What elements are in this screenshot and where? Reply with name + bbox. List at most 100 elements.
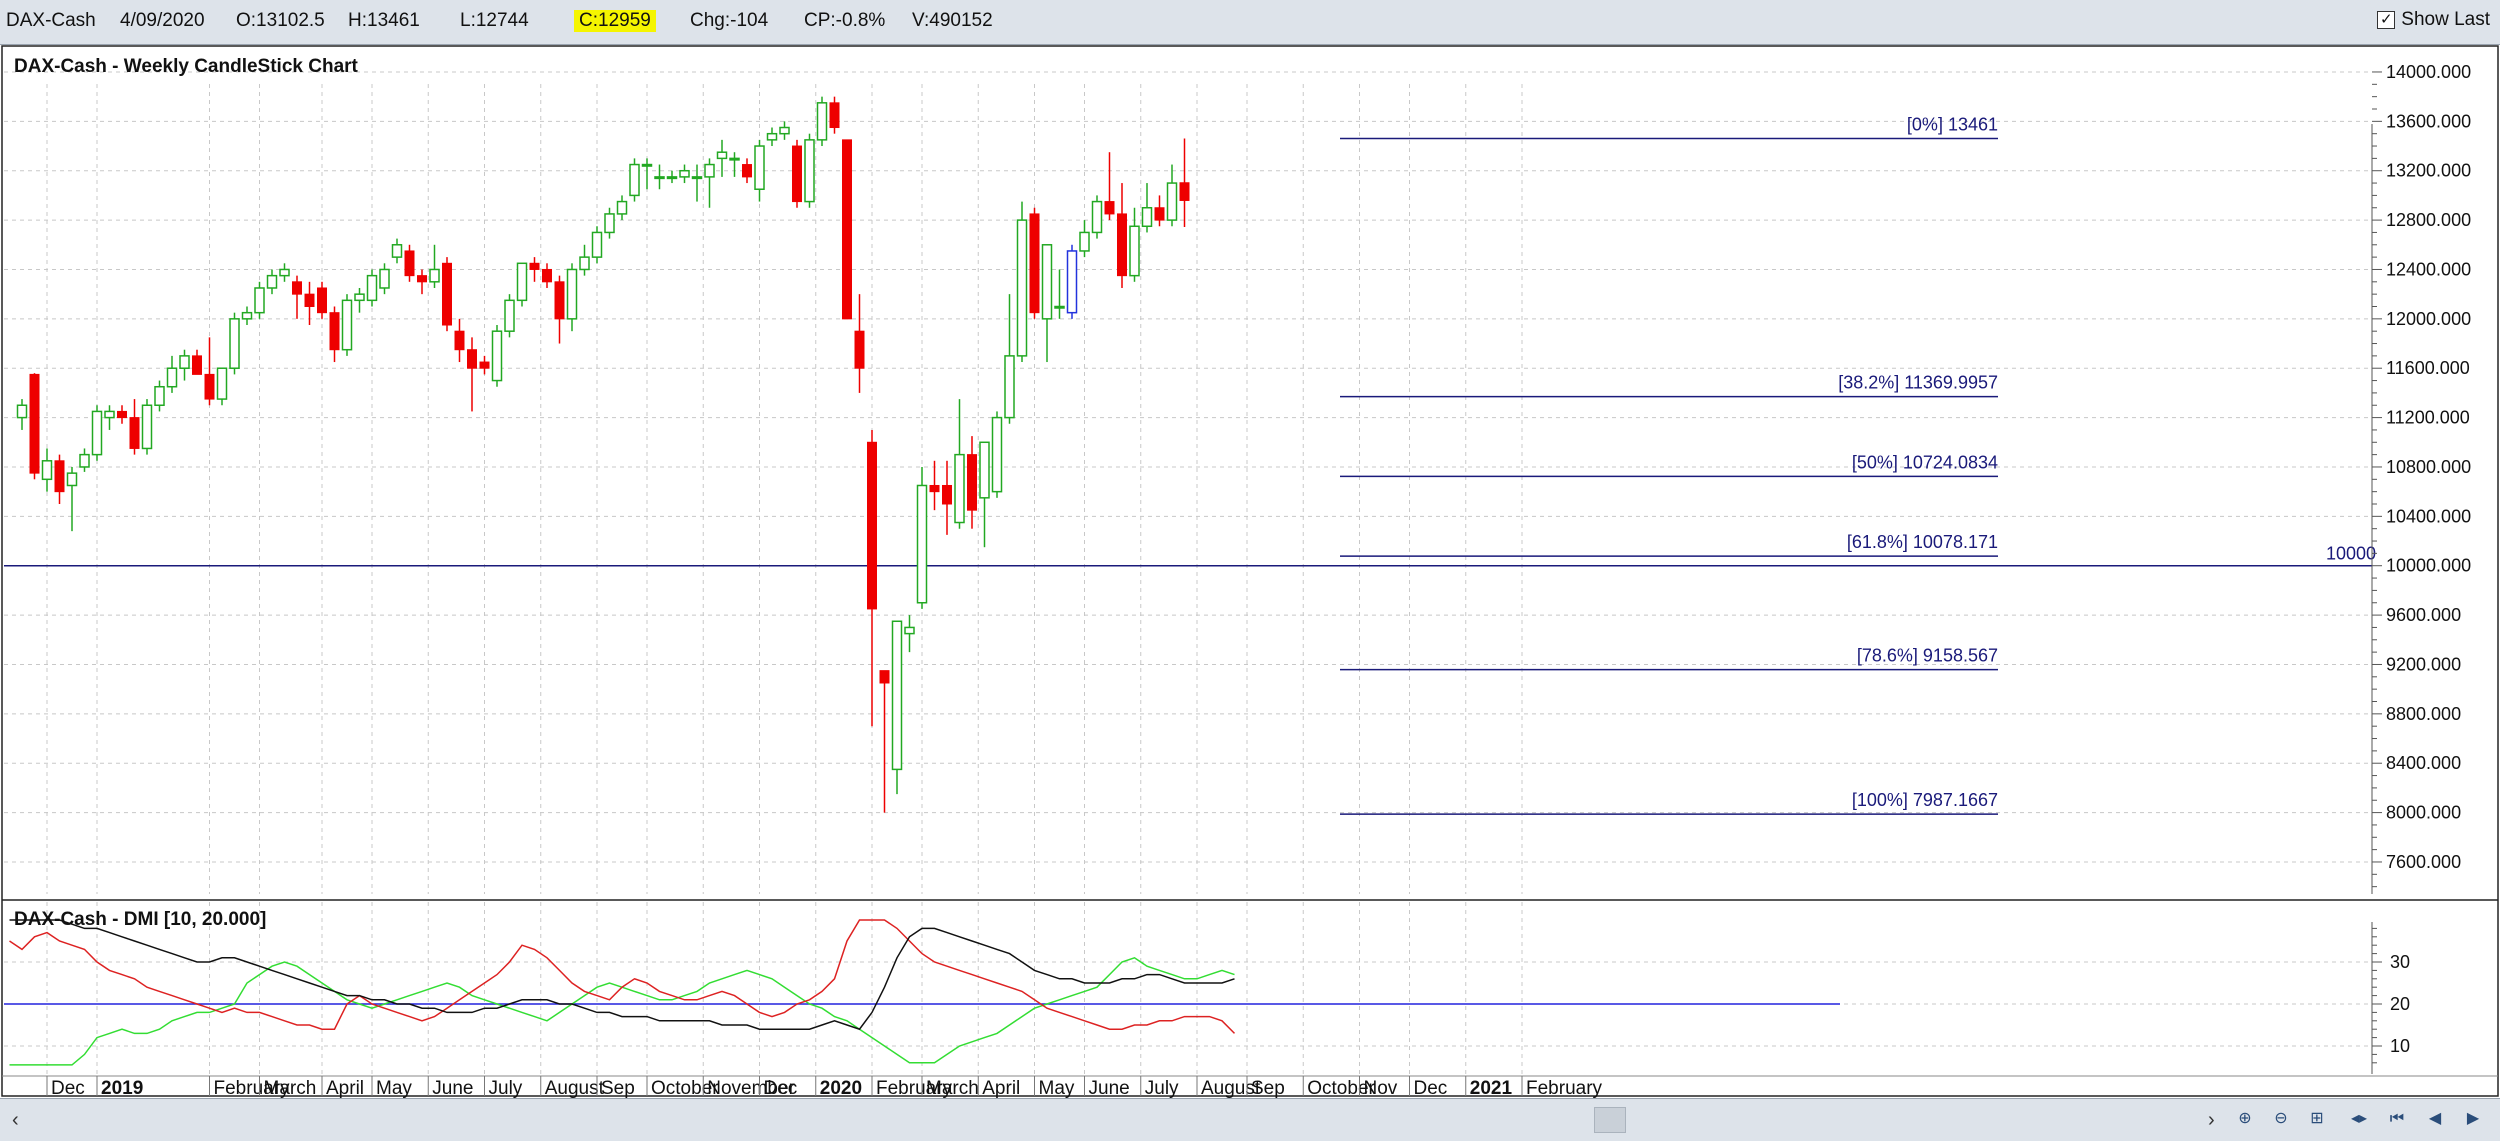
candle-10 [141,399,153,455]
x-tick-label-12: Dec [764,1078,798,1098]
x-tick-label-0: Dec [51,1078,85,1098]
x-tick-label-15: March [926,1078,979,1098]
candle-body [616,200,628,215]
candle-body [591,231,603,258]
price-tick-label-1: 8000.000 [2386,803,2461,823]
price-tick-label-10: 11600.000 [2386,358,2470,378]
x-tick-label-16: April [982,1078,1020,1098]
x-tick-label-18: June [1089,1078,1130,1098]
show-last-toggle[interactable]: ✓ Show Last [2377,9,2490,31]
scroll-left-icon[interactable]: ‹ [12,1109,19,1131]
candle-12 [166,355,178,393]
price-tick-label-7: 10400.000 [2386,506,2471,526]
candle-7 [104,405,115,430]
candle-body [442,262,452,326]
level-10000-label: 10000 [2326,544,2376,564]
expand-icon[interactable]: ◂▸ [2350,1110,2368,1127]
candle-30 [391,238,403,264]
candle-81 [1029,207,1040,319]
zoom-in-icon[interactable]: ⊕ [2238,1110,2252,1127]
candle-55 [704,158,715,208]
candle-body [179,355,190,369]
show-last-label: Show Last [2401,9,2490,30]
x-tick-label-6: June [432,1078,473,1098]
candle-body [629,163,640,197]
candle-91 [1154,195,1165,227]
scroll-right-icon[interactable]: › [2208,1109,2215,1131]
checkbox-icon[interactable]: ✓ [2377,11,2396,29]
candle-48 [616,195,628,221]
candle-26 [341,294,353,356]
chart-border [1,45,2499,1097]
candle-46 [591,226,603,264]
candle-body [404,250,415,277]
candle-body [417,275,427,283]
candle-body [654,176,665,180]
candle-27 [354,287,365,313]
candle-body [304,293,315,307]
price-tick-label-6: 10000.000 [2386,556,2471,576]
candle-body [641,163,653,167]
candle-body [292,281,302,295]
candle-body [1079,231,1090,252]
candle-body [1016,219,1028,357]
fib-label-1: [38.2%] 11369.9957 [1838,373,1998,393]
candle-body [317,287,327,314]
candle-69 [879,670,890,813]
candle-body [842,139,852,320]
open-label: O:13102.5 [236,10,325,31]
candle-body [916,484,928,604]
candle-62 [792,139,802,208]
candle-body [279,268,290,277]
candle-body [766,132,778,141]
candle-body [679,169,690,178]
x-tick-label-21: Sep [1251,1078,1285,1098]
price-tick-label-11: 12000.000 [2386,309,2471,329]
candle-body [216,367,228,400]
zoom-fit-icon[interactable]: ⊞ [2310,1110,2324,1127]
candle-body [716,151,728,160]
candle-body [691,176,703,180]
x-tick-label-23: Nov [1364,1078,1398,1098]
candle-body [1091,200,1103,234]
price-tick-label-2: 8400.000 [2386,753,2461,773]
candle-body [491,330,503,382]
candle-21 [279,263,290,282]
candle-19 [254,281,265,319]
candle-body [529,262,540,270]
jump-start-icon[interactable]: ⏮ [2389,1110,2405,1127]
fib-lines: 10000 [0%] 13461 [38.2%] 11369.9957 [50%] 1… [4,115,2376,815]
candle-39 [504,294,515,338]
candle-body [879,670,890,684]
candle-90 [1141,183,1153,233]
candle-body [554,281,565,320]
candle-15 [204,337,215,406]
horizontal-scrollbar[interactable]: ‹ › ⊕ ⊖ ⊞ ◂▸ ⏮ ◀ ▶ [0,1098,2500,1141]
candle-54 [691,164,703,202]
step-back-icon[interactable]: ◀ [2428,1110,2442,1127]
candle-34 [442,257,452,332]
candle-51 [654,164,665,190]
candle-body [229,318,240,369]
candle-body [604,213,615,234]
candle-14 [192,349,202,375]
candle-13 [179,349,190,381]
dmi-minus-line [9,919,1236,1034]
candle-64 [816,96,828,147]
x-tick-label-22: October [1307,1078,1375,1098]
candle-45 [579,244,590,276]
info-bar: DAX-Cash 4/09/2020 O:13102.5 H:13461 L:1… [0,0,2500,45]
candle-60 [766,127,778,147]
step-forward-icon[interactable]: ▶ [2466,1110,2480,1127]
zoom-out-icon[interactable]: ⊖ [2274,1110,2288,1127]
candle-61 [779,121,790,140]
candle-body [829,102,840,129]
candle-43 [554,275,565,344]
price-tick-label-15: 13600.000 [2386,111,2471,131]
x-tick-label-5: May [376,1078,412,1098]
candle-35 [454,318,465,363]
change-label: Chg:-104 [690,10,769,31]
candle-36 [467,337,477,412]
candle-body [504,299,515,332]
scroll-thumb[interactable] [1594,1107,1626,1133]
